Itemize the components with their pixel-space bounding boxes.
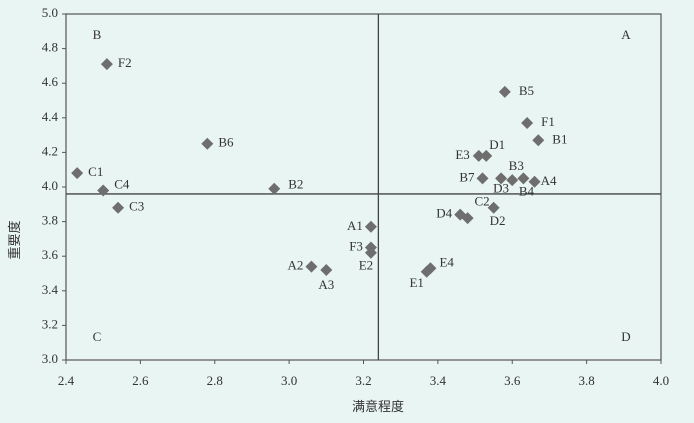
point — [506, 174, 519, 187]
x-axis-title: 满意程度 — [352, 399, 404, 414]
point-label: B7 — [459, 169, 475, 184]
point-label: E2 — [359, 258, 373, 273]
x-tick-label: 3.4 — [430, 373, 447, 388]
point-label: B2 — [288, 177, 303, 192]
y-tick-label: 4.2 — [42, 143, 58, 158]
point — [320, 264, 333, 277]
quadrant-label: D — [621, 329, 630, 344]
y-tick-label: 4.0 — [42, 178, 58, 193]
y-tick-label: 4.8 — [42, 40, 58, 55]
point — [268, 182, 281, 195]
y-tick-label: 4.4 — [42, 109, 59, 124]
point — [364, 246, 377, 259]
point — [461, 212, 474, 225]
point — [487, 201, 500, 214]
point — [364, 220, 377, 233]
point-label: C2 — [474, 194, 489, 209]
point-label: B4 — [519, 183, 535, 198]
point-label: D4 — [436, 206, 452, 221]
point — [100, 58, 113, 71]
point — [71, 167, 84, 180]
x-tick-label: 2.4 — [58, 373, 75, 388]
quadrant-label: A — [621, 27, 631, 42]
point-label: B6 — [218, 135, 234, 150]
y-tick-label: 3.4 — [42, 282, 59, 297]
y-tick-label: 5.0 — [42, 5, 58, 20]
point-label: B1 — [552, 131, 567, 146]
x-tick-label: 3.6 — [504, 373, 521, 388]
point-label: A1 — [347, 218, 363, 233]
point-label: F2 — [118, 55, 132, 70]
y-tick-label: 3.6 — [42, 247, 59, 262]
x-tick-label: 3.0 — [281, 373, 297, 388]
point — [97, 184, 110, 197]
y-tick-label: 3.0 — [42, 351, 58, 366]
point — [480, 149, 493, 162]
x-tick-label: 2.8 — [207, 373, 223, 388]
point-label: B3 — [509, 158, 524, 173]
point — [201, 137, 214, 150]
x-tick-label: 3.8 — [579, 373, 595, 388]
point — [472, 149, 485, 162]
point-label: A3 — [318, 277, 334, 292]
point-label: B5 — [519, 83, 534, 98]
x-tick-label: 4.0 — [653, 373, 669, 388]
point-label: E1 — [409, 275, 423, 290]
point-label: C3 — [129, 199, 144, 214]
point-label: D1 — [489, 137, 505, 152]
point-label: D3 — [493, 180, 509, 195]
point-label: A4 — [541, 173, 557, 188]
point — [112, 201, 125, 214]
plot-frame — [65, 13, 662, 361]
point — [424, 262, 437, 275]
point — [528, 175, 541, 188]
point-label: C4 — [114, 176, 130, 191]
point — [517, 172, 530, 185]
quadrant-label: B — [93, 27, 102, 42]
point-label: E4 — [439, 254, 454, 269]
x-tick-label: 3.2 — [355, 373, 371, 388]
y-tick-label: 3.2 — [42, 316, 58, 331]
quadrant-label: C — [93, 329, 102, 344]
point — [521, 116, 534, 129]
point-label: F3 — [349, 239, 363, 254]
point-label: E3 — [455, 147, 469, 162]
point-label: F1 — [541, 114, 555, 129]
point — [305, 260, 318, 273]
point — [532, 134, 545, 147]
point-label: C1 — [88, 164, 103, 179]
y-tick-label: 4.6 — [42, 74, 59, 89]
y-tick-label: 3.8 — [42, 213, 58, 228]
point — [476, 172, 489, 185]
y-axis-title: 重要度 — [7, 220, 22, 259]
point-label: A2 — [288, 258, 304, 273]
point — [495, 172, 508, 185]
point-label: D2 — [490, 213, 506, 228]
x-tick-label: 2.6 — [132, 373, 149, 388]
point — [498, 85, 511, 98]
